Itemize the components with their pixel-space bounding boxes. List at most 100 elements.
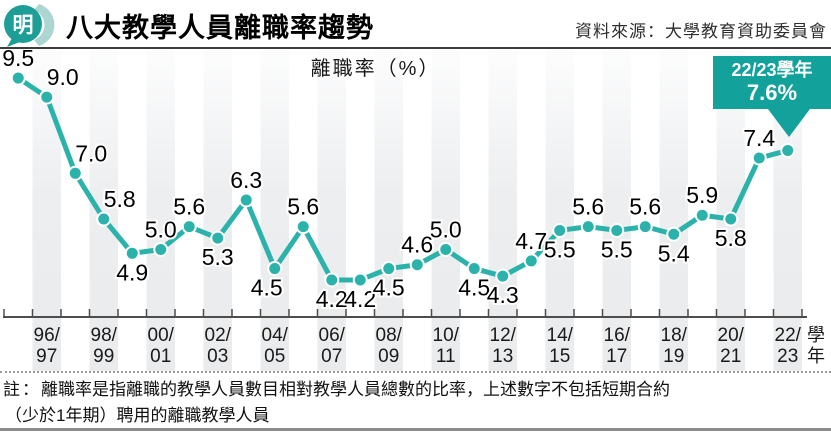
value-label-18/19: 5.4 <box>658 240 690 266</box>
data-point-05/06 <box>295 219 311 235</box>
data-point-11/12 <box>466 261 482 277</box>
value-label-02/03: 5.3 <box>202 244 234 270</box>
data-point-14/15 <box>552 222 568 238</box>
data-source: 資料來源：大學教育資助委員會 <box>575 22 827 41</box>
footnote-prefix: 註： <box>3 380 41 399</box>
x-tick-label-22/23: 22/ <box>775 325 802 346</box>
x-tick-label-18/19: 19 <box>663 346 684 367</box>
data-point-98/99 <box>96 211 112 227</box>
data-point-22/23 <box>780 142 796 158</box>
data-point-07/08 <box>352 272 368 288</box>
value-label-03/04: 6.3 <box>230 167 262 193</box>
data-point-00/01 <box>153 242 169 257</box>
data-point-04/05 <box>267 261 283 277</box>
plot-stripe <box>545 50 574 371</box>
data-point-01/02 <box>181 219 197 235</box>
data-point-13/14 <box>523 253 539 269</box>
value-label-11/12: 4.5 <box>458 275 490 301</box>
data-point-97/98 <box>67 165 83 181</box>
x-tick-label-08/09: 09 <box>378 346 399 367</box>
data-point-21/22 <box>751 150 767 166</box>
value-label-06/07: 4.2 <box>316 286 348 312</box>
value-label-99/00: 4.9 <box>116 259 148 285</box>
footnote: 註： 離職率是指離職的教學人員數目相對教學人員總數的比率，上述數字不包括短期合約… <box>0 377 831 429</box>
callout-value: 7.6% <box>746 80 798 105</box>
x-tick-label-06/07: 07 <box>321 346 342 367</box>
x-axis-unit-label: 年 <box>807 346 825 366</box>
value-label-96/97: 9.0 <box>47 64 79 90</box>
x-tick-label-98/99: 98/ <box>91 325 118 346</box>
value-label-09/10: 4.6 <box>401 232 433 258</box>
data-point-99/00 <box>124 245 140 261</box>
value-label-16/17: 5.5 <box>601 236 633 262</box>
page-title: 八大教學人員離職率趨勢 <box>66 13 374 43</box>
turnover-trend-line <box>15 75 791 283</box>
data-point-08/09 <box>381 261 397 277</box>
logo-swoosh-icon <box>34 4 55 46</box>
value-label-15/16: 5.6 <box>572 194 604 220</box>
value-label-00/01: 5.0 <box>145 217 177 243</box>
mingpao-logo: 明 <box>4 4 55 47</box>
value-label-19/20: 5.9 <box>686 182 718 208</box>
plot-stripe <box>488 50 517 371</box>
data-point-09/10 <box>409 257 425 273</box>
value-label-20/21: 5.8 <box>715 225 747 251</box>
data-point-06/07 <box>324 272 340 288</box>
x-tick-label-20/21: 20/ <box>718 325 745 346</box>
value-label-97/98: 7.0 <box>75 140 107 166</box>
bottom-border <box>0 428 831 431</box>
value-label-12/13: 4.3 <box>487 282 519 308</box>
x-tick-label-16/17: 17 <box>606 346 627 367</box>
data-point-17/18 <box>637 219 653 235</box>
x-tick-label-00/01: 00/ <box>148 325 175 346</box>
data-point-15/16 <box>580 219 596 235</box>
value-label-05/06: 5.6 <box>287 194 319 220</box>
plot-stripe <box>317 50 346 371</box>
y-axis-title: 離職率（%） <box>310 58 441 80</box>
data-point-02/03 <box>210 230 226 246</box>
x-tick-label-02/03: 02/ <box>205 325 232 346</box>
x-tick-label-18/19: 18/ <box>661 325 688 346</box>
header-divider <box>0 47 831 49</box>
x-tick-label-04/05: 04/ <box>262 325 289 346</box>
value-label-01/02: 5.6 <box>173 194 205 220</box>
x-axis-unit-label: 學 <box>807 325 825 345</box>
data-point-96/97 <box>39 89 55 105</box>
value-label-17/18: 5.6 <box>629 194 661 220</box>
value-label-08/09: 4.5 <box>373 275 405 301</box>
x-tick-label-96/97: 96/ <box>34 325 61 346</box>
x-tick-label-16/17: 16/ <box>604 325 631 346</box>
plot-stripe <box>659 50 688 371</box>
x-tick-label-96/97: 97 <box>36 346 57 367</box>
x-tick-label-06/07: 06/ <box>319 325 346 346</box>
x-tick-label-08/09: 08/ <box>376 325 403 346</box>
x-tick-label-14/15: 15 <box>549 346 570 367</box>
x-tick-label-20/21: 21 <box>720 346 741 367</box>
x-tick-label-02/03: 03 <box>207 346 228 367</box>
callout-year: 22/23學年 <box>731 60 813 80</box>
x-tick-label-00/01: 01 <box>150 346 171 367</box>
data-point-16/17 <box>609 222 625 238</box>
logo-character: 明 <box>13 14 34 37</box>
plot-stripe <box>260 50 289 371</box>
value-label-13/14: 4.7 <box>515 228 547 254</box>
value-label-04/05: 4.5 <box>251 275 283 301</box>
footnote-line1: 離職率是指離職的教學人員數目相對教學人員總數的比率，上述數字不包括短期合約 <box>41 380 670 399</box>
latest-value-callout: 22/23學年 7.6% <box>713 56 831 137</box>
callout-pointer-icon <box>765 105 813 137</box>
plot-stripe <box>146 50 175 371</box>
data-point-18/19 <box>666 226 682 242</box>
value-label-10/11: 5.0 <box>430 217 462 243</box>
value-label-14/15: 5.5 <box>544 236 576 262</box>
plot-stripe <box>431 50 460 371</box>
x-tick-label-98/99: 99 <box>93 346 114 367</box>
plot-stripe <box>203 50 232 371</box>
x-tick-label-22/23: 23 <box>777 346 798 367</box>
plot-stripe <box>602 50 631 371</box>
data-point-12/13 <box>495 268 511 284</box>
value-label-07/08: 4.2 <box>344 286 376 312</box>
x-tick-label-14/15: 14/ <box>547 325 574 346</box>
footnote-line2: （少於1年期）聘用的離職教學人員 <box>5 406 270 425</box>
